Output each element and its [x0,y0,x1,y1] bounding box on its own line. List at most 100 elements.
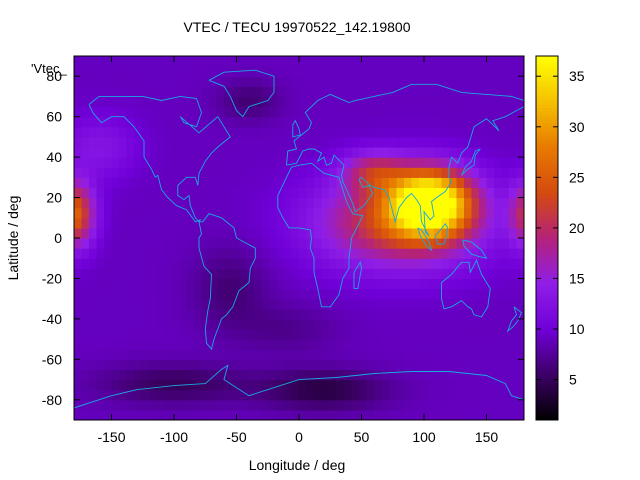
heatmap-cell [141,318,150,330]
heatmap-cell [299,187,308,199]
heatmap-cell [419,106,428,118]
heatmap-cell [299,197,308,209]
heatmap-cell [216,187,225,199]
heatmap-cell [261,66,270,77]
heatmap-cell [374,268,383,280]
heatmap-cell [366,238,375,249]
heatmap-cell [441,126,450,138]
colorbar-step [536,350,558,354]
heatmap-cell [464,126,473,138]
y-tick-label: 20 [46,190,62,206]
colorbar-step [536,295,558,300]
heatmap-cell [291,106,300,118]
heatmap-cell [269,217,278,229]
heatmap-cell [126,369,135,381]
heatmap-cell [449,227,458,239]
heatmap-cell [501,56,510,67]
heatmap-cell [119,197,128,209]
heatmap-cell [389,248,398,259]
heatmap-cell [104,258,113,269]
heatmap-cell [276,227,285,239]
heatmap-cell [299,379,308,391]
coastline-uk [292,119,301,138]
heatmap-cell [321,389,330,401]
heatmap-cell [314,167,323,178]
heatmap-cell [396,258,405,269]
heatmap-cell [479,409,488,420]
heatmap-cell [479,278,488,290]
heatmap-cell [81,379,90,391]
heatmap-cell [141,66,150,77]
heatmap-cell [216,329,225,340]
heatmap-cell [314,329,323,340]
heatmap-cell [479,389,488,401]
heatmap-cell [111,409,120,420]
heatmap-cell [164,167,173,178]
heatmap-cell [164,227,173,239]
heatmap-cell [471,409,480,420]
heatmap-cell [509,258,518,269]
heatmap-cell [269,177,278,189]
heatmap-cell [359,409,368,420]
heatmap-cell [359,329,368,340]
heatmap-cell [171,409,180,420]
heatmap-cell [389,187,398,199]
heatmap-cell [261,369,270,381]
heatmap-cell [389,106,398,118]
heatmap-cell [119,369,128,381]
colorbar-step [536,216,558,221]
heatmap-cell [216,379,225,391]
heatmap-cell [404,56,413,67]
heatmap-cell [381,339,390,350]
heatmap-cell [179,56,188,67]
heatmap-cell [396,399,405,411]
heatmap-cell [366,197,375,209]
colorbar-step [536,180,558,184]
colorbar-step [536,204,558,209]
heatmap-cell [419,248,428,259]
heatmap-cell [509,238,518,249]
heatmap-cell [374,379,383,391]
heatmap-cell [389,298,398,310]
heatmap-cell [119,177,128,189]
heatmap-cell [441,258,450,269]
heatmap-cell [381,268,390,280]
heatmap-cell [111,147,120,158]
heatmap-cell [216,66,225,77]
heatmap-cell [516,409,524,420]
heatmap-cell [74,339,83,350]
heatmap-cell [494,76,503,87]
heatmap-cell [209,329,218,340]
heatmap-cell [246,238,255,249]
heatmap-cell [239,339,248,350]
heatmap-cell [119,126,128,138]
heatmap-cell [224,339,233,350]
heatmap-cell [224,248,233,259]
coastline-new-zealand [506,306,523,333]
heatmap-cell [164,318,173,330]
heatmap-cell [134,116,143,128]
heatmap-cell [74,318,83,330]
y-tick-label: -20 [42,270,62,286]
heatmap-cell [269,147,278,158]
heatmap-cell [396,227,405,239]
heatmap-cell [81,187,90,199]
x-tick-label: 50 [354,429,370,445]
heatmap-cell [224,147,233,158]
coastline-greenland [208,69,275,118]
heatmap-cell [344,339,353,350]
heatmap-cell [119,136,128,148]
heatmap-cell [216,227,225,239]
heatmap-cell [209,409,218,420]
heatmap-cell [179,288,188,300]
heatmap-cell [194,288,203,300]
heatmap-cell [411,399,420,411]
heatmap-cell [89,66,98,77]
heatmap-cell [171,106,180,118]
heatmap-cell [404,359,413,371]
heatmap-cell [456,288,465,300]
heatmap-cell [104,96,113,108]
heatmap-cell [224,349,233,360]
heatmap-cell [471,106,480,118]
